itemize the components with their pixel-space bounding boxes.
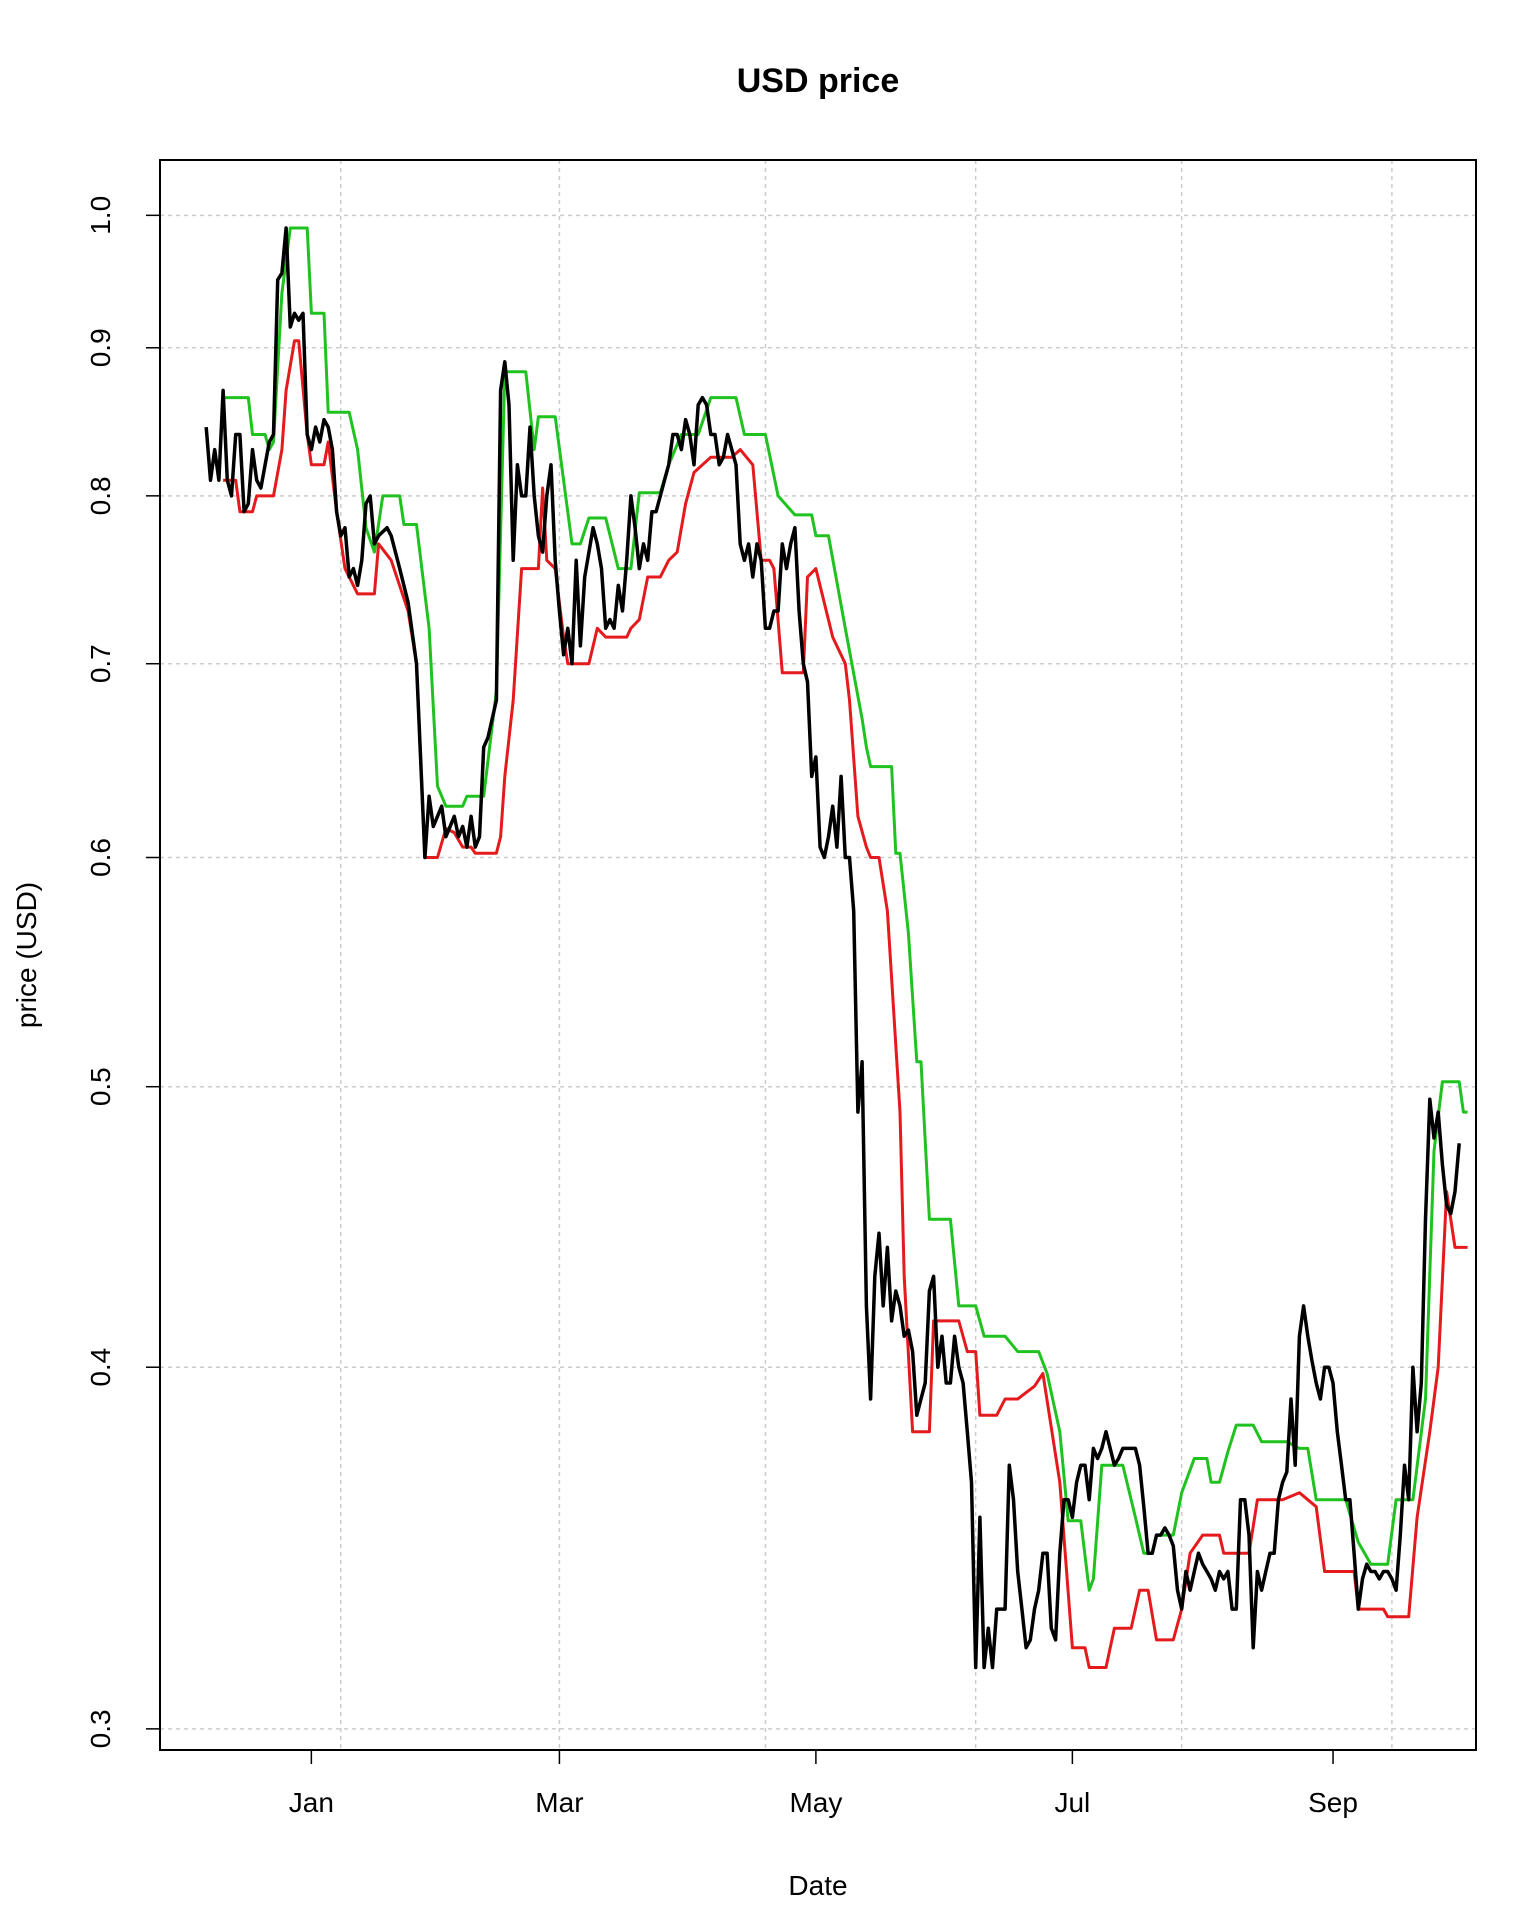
y-tick-label: 0.8: [85, 476, 116, 515]
series-line-3: [204, 226, 1461, 1670]
chart-title: USD price: [737, 62, 900, 100]
y-tick-label: 0.6: [85, 838, 116, 877]
plot-frame: [159, 159, 1477, 1751]
series-line-2: [223, 339, 1468, 1669]
series-lines: [204, 226, 1468, 1670]
grid-lines: [160, 160, 1476, 1750]
series-line-1: [223, 226, 1468, 1592]
x-axis-label: Date: [788, 1870, 847, 1901]
x-tick-label: May: [789, 1787, 842, 1818]
x-tick-label: Mar: [535, 1787, 583, 1818]
y-tick-label: 0.4: [85, 1348, 116, 1387]
y-tick-label: 0.7: [85, 644, 116, 683]
y-tick-label: 0.9: [85, 328, 116, 367]
y-tick-label: 0.5: [85, 1067, 116, 1106]
y-axis: 0.3 0.4 0.5 0.6 0.7 0.8 0.9 1.0: [85, 196, 160, 1748]
x-tick-label: Jul: [1054, 1787, 1090, 1818]
x-tick-label: Jan: [289, 1787, 334, 1818]
x-tick-label: Sep: [1308, 1787, 1358, 1818]
y-tick-label: 0.3: [85, 1709, 116, 1748]
x-axis: Jan Mar May Jul Sep: [289, 1750, 1358, 1818]
y-axis-label: price (USD): [11, 882, 42, 1028]
y-tick-label: 1.0: [85, 196, 116, 235]
